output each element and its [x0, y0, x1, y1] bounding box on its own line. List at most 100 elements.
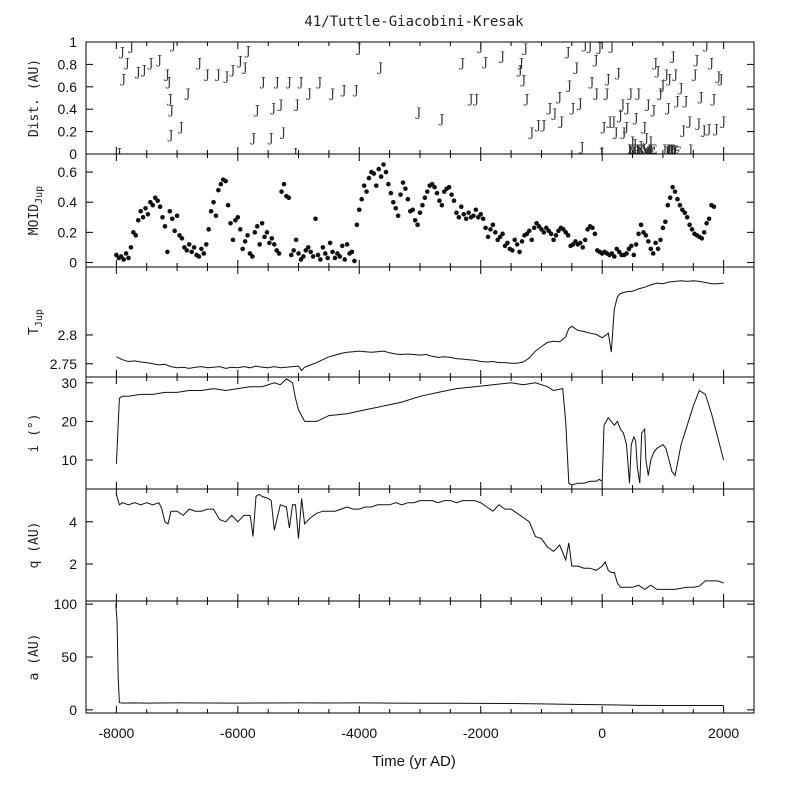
moid-point [454, 210, 459, 216]
moid-point [548, 231, 554, 237]
jupiter-encounter-marker: J [564, 45, 571, 59]
jupiter-encounter-marker: J [667, 142, 674, 156]
moid-point [410, 207, 416, 213]
planet-encounter-marker: E [665, 145, 674, 159]
planet-encounter-marker: E [646, 145, 655, 159]
moid-point [296, 251, 301, 256]
jupiter-encounter-marker: J [167, 103, 174, 117]
x-tick-label: -6000 [220, 725, 256, 741]
jupiter-encounter-marker: J [685, 114, 692, 128]
moid-point [665, 202, 671, 208]
jupiter-encounter-marker: J [649, 103, 656, 117]
jupiter-encounter-marker: J [694, 117, 701, 131]
jupiter-encounter-marker: J [620, 126, 627, 140]
moid-point [262, 234, 267, 240]
jupiter-encounter-marker: J [140, 63, 147, 77]
moid-point [663, 219, 668, 225]
y-tick-label: 4 [69, 514, 77, 530]
moid-point [405, 196, 411, 202]
moid-point [213, 213, 219, 219]
jupiter-encounter-marker: J [587, 75, 594, 89]
jupiter-encounter-marker: J [305, 86, 312, 100]
moid-point [473, 207, 479, 213]
y-tick-label: 0 [69, 702, 77, 718]
moid-point [449, 192, 454, 197]
jupiter-encounter-marker: J [654, 64, 661, 78]
moid-point [201, 251, 207, 256]
y-tick-label: 2.8 [58, 327, 78, 343]
moid-point [313, 216, 318, 222]
jupiter-encounter-marker: J [597, 146, 604, 160]
jupiter-encounter-marker: J [340, 83, 347, 97]
jupiter-encounter-marker: J [714, 70, 721, 84]
y-tick-label: 0.6 [58, 164, 78, 180]
series-line [116, 280, 724, 372]
y-axis-label-text: T [27, 327, 42, 335]
moid-point [145, 211, 151, 217]
jupiter-encounter-marker: J [166, 92, 173, 106]
moid-point [237, 227, 243, 232]
jupiter-encounter-marker: J [634, 86, 641, 100]
moid-point [488, 227, 493, 232]
jupiter-encounter-marker: J [616, 109, 623, 123]
planet-encounter-marker: E [635, 142, 644, 156]
jupiter-encounter-marker: J [458, 56, 465, 70]
series-line [115, 604, 724, 706]
y-tick-label: 1 [69, 34, 77, 50]
jupiter-encounter-marker: J [686, 142, 693, 156]
moid-point [580, 245, 586, 250]
series-line [115, 378, 725, 486]
jupiter-encounter-marker: J [600, 120, 607, 134]
moid-point [514, 242, 520, 247]
panel-5: 2 4 q (AU) [27, 488, 755, 602]
panel-6: 0 50 100 a (AU) -8000 -6000 -4000 -2000 0 2000 [27, 596, 755, 741]
jupiter-encounter-marker: J [717, 72, 724, 86]
x-axis-label: Time (yr AD) [372, 753, 456, 770]
moid-point [191, 245, 197, 250]
jupiter-encounter-marker: J [155, 53, 162, 67]
moid-point [259, 221, 265, 226]
y-tick-label: 10 [61, 452, 77, 468]
moid-point [288, 252, 294, 258]
y-tick-label: 30 [61, 375, 77, 391]
jupiter-encounter-marker: J [167, 128, 174, 142]
moid-point [252, 230, 258, 235]
moid-point [393, 205, 399, 211]
jupiter-encounter-marker: J [177, 120, 184, 134]
moid-point [711, 204, 717, 210]
y-axis-label-subscript: Jup [34, 309, 45, 327]
y-axis-label: MOIDJup [27, 186, 45, 235]
jupiter-encounter-marker: J [244, 44, 251, 58]
moid-point [325, 255, 330, 261]
jupiter-encounter-marker: J [127, 39, 134, 53]
jupiter-encounter-marker: J [163, 67, 170, 81]
jupiter-encounter-marker: J [123, 56, 130, 70]
panel-2: 0 0.2 0.4 0.6 MOIDJup [27, 153, 755, 270]
moid-point [592, 231, 598, 237]
jupiter-encounter-marker: J [592, 86, 599, 100]
jupiter-encounter-marker: J [565, 79, 572, 93]
moid-point [633, 242, 639, 247]
jupiter-encounter-marker: J [527, 126, 534, 140]
moid-point [582, 237, 588, 243]
jupiter-encounter-marker: J [273, 75, 280, 89]
moid-point [510, 248, 515, 253]
jupiter-encounter-marker: J [184, 86, 191, 100]
moid-point [701, 230, 707, 235]
moid-point [235, 214, 241, 220]
moid-point [143, 205, 148, 211]
jupiter-encounter-marker: J [659, 79, 666, 93]
y-tick-label: 50 [61, 649, 77, 665]
moid-point [376, 166, 382, 172]
moid-point [439, 202, 445, 208]
moid-point [422, 195, 428, 200]
moid-point [150, 202, 156, 208]
moid-point [420, 202, 425, 208]
moid-point [211, 199, 216, 205]
moid-point [624, 251, 629, 256]
y-tick-label: 0 [69, 146, 77, 162]
moid-point [208, 208, 214, 214]
jupiter-encounter-marker: J [595, 40, 602, 54]
